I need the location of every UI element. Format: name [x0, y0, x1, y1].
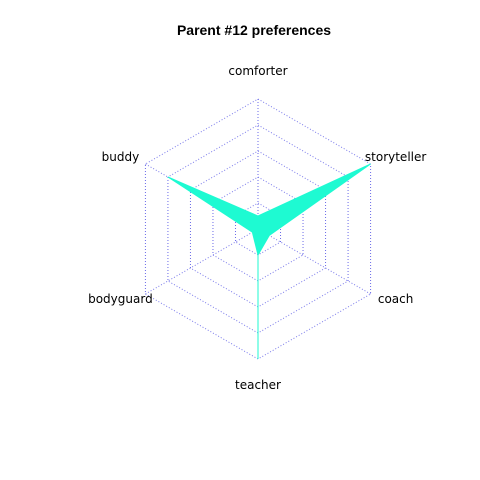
radar-series — [167, 163, 371, 257]
axis-label-buddy: buddy — [102, 150, 140, 164]
axis-labels: comforter storyteller coach teacher bodyguar… — [88, 64, 426, 392]
axis-label-storyteller: storyteller — [365, 150, 426, 164]
chart-title: Parent #12 preferences — [177, 22, 331, 38]
series-polygon-1 — [167, 163, 371, 257]
spoke-bodyguard — [145, 228, 259, 295]
axis-label-bodyguard: bodyguard — [88, 292, 153, 306]
spoke-coach — [257, 228, 371, 295]
axis-label-comforter: comforter — [228, 64, 287, 78]
axis-label-coach: coach — [378, 292, 414, 306]
axis-label-teacher: teacher — [235, 378, 281, 392]
